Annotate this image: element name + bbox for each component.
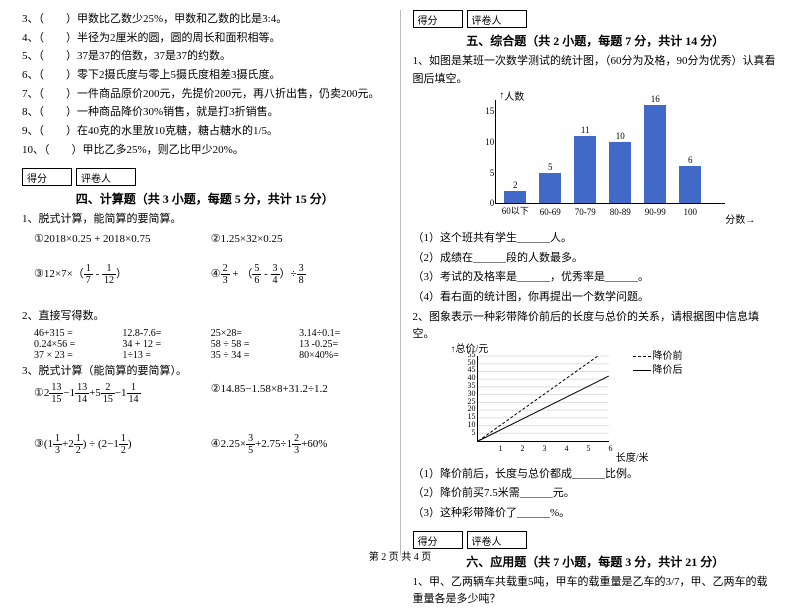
tf-item: 10、（ ）甲比乙多25%，则乙比甲少20%。: [22, 141, 388, 160]
expr-5: ①21315−11314+5215−1114: [34, 382, 211, 405]
calc-item: 35 ÷ 34 =: [211, 350, 299, 361]
grader-box-r: 评卷人: [467, 10, 527, 28]
bar-chart: ↑人数 051015260以下560-691170-791080-891690-…: [455, 92, 735, 222]
score-box: 得分: [22, 168, 72, 186]
tf-item: 9、（ ）在40克的水里放10克糖，糖占糖水的1/5。: [22, 122, 388, 141]
tf-item: 8、（ ）一种商品降价30%销售，就是打3折销售。: [22, 103, 388, 122]
tf-item: 5、（ ）37是37的倍数，37是37的约数。: [22, 47, 388, 66]
tf-item: 7、（ ）一件商品原价200元，先提价200元，再八折出售，仍卖200元。: [22, 85, 388, 104]
tf-item: 3、（ ）甲数比乙数少25%，甲数和乙数的比是3:4。: [22, 10, 388, 29]
calc-item: 34 + 12 =: [122, 339, 210, 350]
score-box-6: 得分: [413, 531, 463, 549]
expr-4: ④23 + （56 - 34）÷38: [211, 263, 388, 286]
calc-item: 1÷13 =: [122, 350, 210, 361]
sub-question: （1）降价前后，长度与总价都成______比例。: [413, 466, 779, 484]
q4-2: 2、直接写得数。: [22, 308, 388, 326]
bar: 16: [644, 105, 666, 203]
expr-6: ②14.85−1.58×8+31.2÷1.2: [211, 382, 388, 405]
section-5-title: 五、综合题（共 2 小题，每题 7 分，共计 14 分）: [413, 32, 779, 49]
q5-2: 2、图象表示一种彩带降价前后的长度与总价的关系，请根据图中信息填空。: [413, 309, 779, 344]
calc-item: 80×40%=: [299, 350, 387, 361]
expr-3: ③12×7×（17 - 112）: [34, 263, 211, 286]
calc-item: 13 -0.25=: [299, 339, 387, 350]
legend: 降价前 降价后: [633, 350, 683, 378]
tf-item: 6、（ ）零下2摄氏度与零上5摄氏度相差3摄氏度。: [22, 66, 388, 85]
x-axis-label: 分数→: [725, 211, 755, 226]
bar: 5: [539, 173, 561, 204]
line-chart: ↑总价/元 510152025303540455055123456 长度/米 降…: [453, 350, 613, 460]
bar: 11: [574, 136, 596, 203]
bar: 6: [679, 166, 701, 203]
q5-1: 1、如图是某班一次数学测试的统计图，（60分为及格，90分为优秀）认真看图后填空…: [413, 53, 779, 88]
score-box-r: 得分: [413, 10, 463, 28]
q6-1: 1、甲、乙两辆车共载重5吨，甲车的载重量是乙车的3/7，甲、乙两车的载重量各是多…: [413, 574, 779, 609]
bar: 2: [504, 191, 526, 203]
sub-question: （2）降价前买7.5米需______元。: [413, 485, 779, 503]
sub-question: （1）这个班共有学生______人。: [413, 230, 779, 248]
calc-item: 46+315 =: [34, 328, 122, 339]
tf-item: 4、（ ）半径为2厘米的圆，圆的周长和面积相等。: [22, 29, 388, 48]
grader-box: 评卷人: [76, 168, 136, 186]
expr-1: ①2018×0.25 + 2018×0.75: [34, 232, 211, 245]
lc-x-label: 长度/米: [616, 449, 649, 464]
sub-question: （3）这种彩带降价了______%。: [413, 505, 779, 523]
sub-question: （3）考试的及格率是______，优秀率是______。: [413, 269, 779, 287]
bar: 10: [609, 142, 631, 203]
sub-question: （4）看右面的统计图，你再提出一个数学问题。: [413, 289, 779, 307]
grader-box-6: 评卷人: [467, 531, 527, 549]
calc-item: 37 × 23 =: [34, 350, 122, 361]
calc-item: 0.24×56 =: [34, 339, 122, 350]
page-footer: 第 2 页 共 4 页: [0, 548, 800, 563]
calc-item: 12.8-7.6=: [122, 328, 210, 339]
q4-1: 1、脱式计算，能简算的要简算。: [22, 211, 388, 229]
q4-3: 3、脱式计算（能简算的要简算）。: [22, 363, 388, 381]
calc-item: 3.14÷0.1=: [299, 328, 387, 339]
expr-7: ③(113+212) ÷ (2−112): [34, 433, 211, 456]
section-4-title: 四、计算题（共 3 小题，每题 5 分，共计 15 分）: [22, 190, 388, 207]
expr-8: ④2.25×35+2.75÷123+60%: [211, 433, 388, 456]
expr-2: ②1.25×32×0.25: [211, 232, 388, 245]
calc-item: 58 ÷ 58 =: [211, 339, 299, 350]
calc-item: 25×28=: [211, 328, 299, 339]
sub-question: （2）成绩在______段的人数最多。: [413, 250, 779, 268]
